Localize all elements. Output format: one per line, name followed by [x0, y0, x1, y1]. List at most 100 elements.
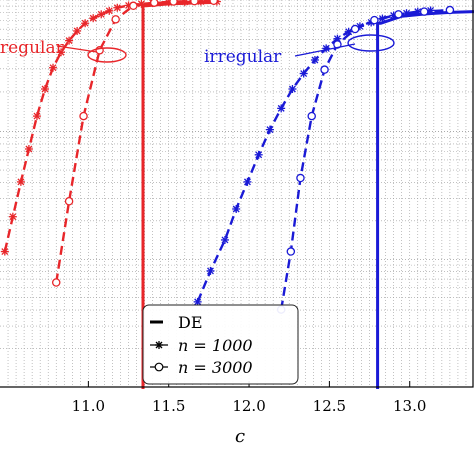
star-stroke: [333, 35, 341, 43]
star-stroke: [194, 298, 202, 306]
data-point-circle: [307, 111, 316, 121]
star-stroke: [113, 4, 121, 12]
x-tick-label: 11.0: [72, 397, 105, 415]
star-stroke: [57, 48, 65, 56]
data-point-circle: [209, 0, 218, 6]
star-stroke: [33, 112, 41, 120]
series-regular-n3000: [51, 0, 218, 287]
data-point-circle: [79, 111, 88, 121]
star-stroke: [81, 19, 89, 27]
data-point-circle: [296, 173, 305, 183]
star-stroke: [221, 236, 229, 244]
star-stroke: [25, 145, 33, 153]
star-stroke: [243, 178, 251, 186]
data-point-star: [16, 177, 25, 186]
annotations: regular irregular: [0, 34, 395, 67]
data-point-star: [105, 6, 114, 15]
data-point-circle: [111, 15, 120, 24]
data-point-star: [243, 177, 252, 186]
x-tick-label: 11.5: [152, 397, 185, 415]
star-stroke: [197, 0, 204, 6]
data-point-star: [322, 44, 331, 53]
data-point-circle: [190, 0, 199, 6]
data-point-circle: [169, 0, 178, 6]
data-point-star: [32, 112, 41, 121]
data-point-star: [277, 104, 286, 113]
star-stroke: [1, 248, 9, 256]
annotation-irregular-pointer: [294, 43, 356, 57]
data-point-star: [49, 63, 58, 72]
data-point-star: [206, 266, 215, 275]
star-stroke: [207, 267, 214, 275]
star-stroke: [89, 14, 97, 22]
data-point-circle: [320, 65, 329, 74]
annotation-irregular: irregular: [204, 47, 282, 67]
data-point-star: [8, 212, 17, 221]
data-point-star: [89, 14, 98, 23]
legend-label-n3000: n = 3000: [178, 358, 253, 377]
data-point-star: [254, 150, 263, 159]
x-tick-label: 12.5: [313, 397, 346, 415]
data-point-circle: [51, 278, 61, 287]
data-point-star: [65, 36, 74, 45]
x-tick-label: 12.0: [232, 397, 265, 415]
legend-marker-star: [155, 341, 163, 349]
data-point-circle: [419, 7, 429, 16]
star-stroke: [49, 64, 57, 72]
star-stroke: [73, 27, 81, 35]
series-layer: [0, 0, 474, 389]
star-stroke: [232, 205, 240, 213]
data-point-circle: [445, 5, 455, 15]
star-stroke: [97, 10, 105, 18]
data-point-star: [0, 247, 9, 256]
star-stroke: [9, 213, 17, 221]
star-stroke: [266, 126, 274, 134]
data-point-star: [73, 26, 82, 35]
star-stroke: [345, 28, 353, 36]
annotation-regular-ellipse: [87, 47, 127, 63]
data-point-circle: [350, 24, 360, 34]
series-line-dashed: [3, 0, 217, 252]
x-axis-label: c: [235, 426, 245, 447]
data-point-star: [232, 204, 241, 213]
data-point-circle: [370, 15, 379, 25]
star-stroke: [181, 0, 188, 6]
annotation-regular: regular: [0, 38, 65, 58]
annotation-irregular-ellipse: [347, 34, 395, 52]
data-point-star: [40, 85, 49, 94]
data-point-circle: [64, 196, 74, 206]
data-point-star: [97, 10, 106, 19]
data-point-star: [310, 55, 319, 64]
legend: DE n = 1000 n = 3000: [142, 304, 299, 385]
x-tick-label: 13.0: [393, 397, 426, 415]
star-stroke: [300, 70, 308, 77]
star-stroke: [277, 104, 285, 112]
data-point-star: [299, 69, 308, 78]
data-point-star: [113, 3, 122, 12]
data-point-circle: [129, 1, 138, 11]
legend-label-n1000: n = 1000: [178, 336, 253, 355]
legend-label-de: DE: [178, 313, 203, 332]
data-point-star: [288, 85, 297, 94]
data-point-star: [57, 48, 66, 57]
chart-grid: [0, 0, 474, 388]
star-stroke: [255, 151, 263, 159]
star-stroke: [105, 7, 113, 15]
plot-frame: [0, 0, 474, 388]
star-stroke: [311, 56, 319, 64]
data-point-star: [81, 19, 90, 28]
star-stroke: [65, 37, 73, 45]
star-stroke: [414, 8, 422, 16]
star-stroke: [288, 85, 296, 93]
series-line-dashed: [55, 0, 214, 283]
data-point-circle: [394, 10, 403, 19]
star-stroke: [41, 85, 49, 93]
data-point-star: [265, 125, 274, 134]
star-stroke: [17, 178, 25, 186]
data-point-circle: [150, 0, 159, 7]
data-point-star: [24, 144, 33, 153]
data-point-star: [220, 235, 229, 244]
legend-box: [142, 304, 299, 385]
